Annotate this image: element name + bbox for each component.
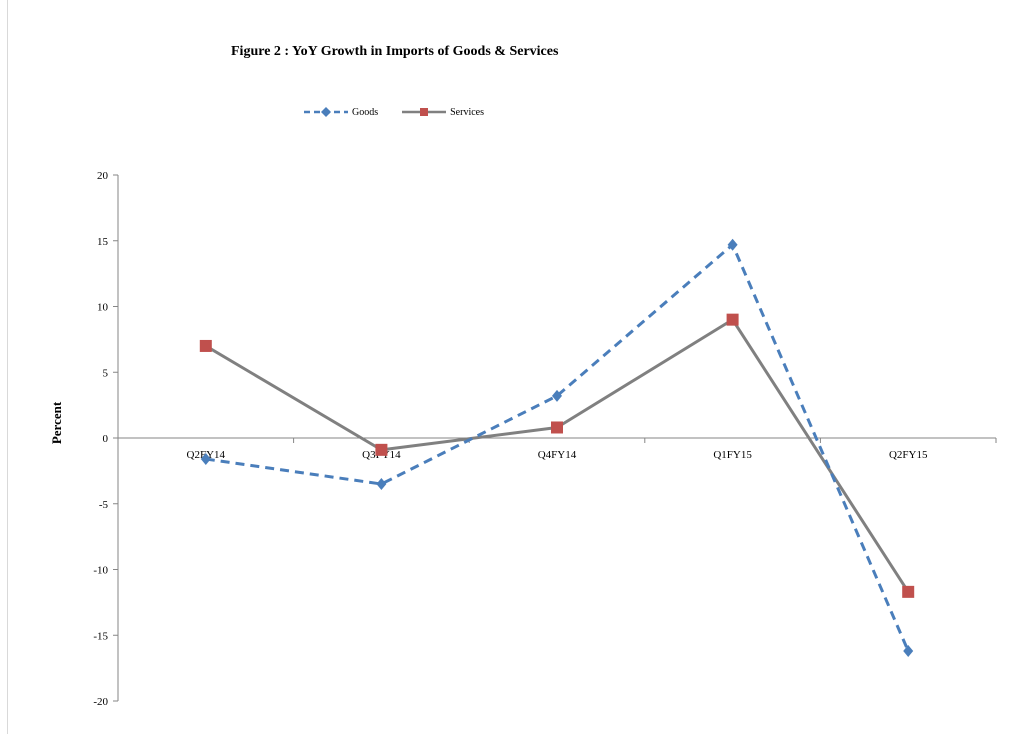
series-line-goods — [205, 243, 910, 652]
x-tick-label: Q2FY15 — [889, 449, 928, 461]
legend-item-services: Services — [402, 106, 484, 118]
y-tick-label: 10 — [97, 302, 109, 314]
data-point-services — [726, 313, 739, 326]
chart-title: Figure 2 : YoY Growth in Imports of Good… — [231, 44, 559, 59]
data-point-goods — [727, 238, 738, 251]
y-tick-label: 0 — [103, 433, 109, 445]
legend-goods-swatch — [304, 107, 348, 117]
data-point-goods — [200, 453, 211, 466]
data-point-goods — [376, 478, 387, 491]
legend-item-goods: Goods — [304, 106, 378, 118]
y-tick-label: -15 — [93, 630, 108, 642]
data-point-services — [902, 585, 915, 598]
data-point-goods — [903, 645, 914, 658]
y-tick-label: -5 — [99, 499, 109, 511]
y-tick-label: -20 — [93, 696, 108, 708]
y-tick-label: 20 — [97, 170, 109, 182]
y-tick-label: -10 — [93, 565, 108, 577]
data-point-services — [551, 421, 563, 434]
x-tick-label: Q1FY15 — [713, 449, 752, 461]
y-tick-label: 5 — [103, 367, 109, 379]
legend-services-swatch — [402, 108, 447, 116]
y-tick-label: 15 — [97, 236, 109, 248]
data-point-services — [375, 443, 388, 456]
chart-frame — [7, 0, 1026, 734]
chart-legend: Goods Services — [304, 103, 508, 121]
x-tick-label: Q4FY14 — [538, 449, 577, 461]
data-point-goods — [552, 389, 562, 402]
data-point-services — [199, 339, 212, 352]
legend-services-label: Services — [450, 106, 485, 118]
legend-goods-label: Goods — [352, 106, 379, 118]
